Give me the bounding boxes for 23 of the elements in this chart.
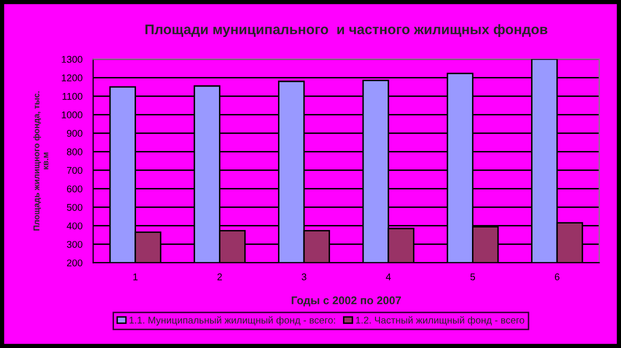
x-axis-title: Годы с 2002 по 2007	[292, 296, 401, 306]
x-tick-label: 3	[302, 273, 306, 280]
y-tick-label: 1100	[62, 92, 82, 100]
y-tick-label: 600	[67, 185, 82, 192]
y-tick-label: 800	[66, 148, 82, 156]
x-tick-label: 5	[470, 274, 476, 280]
y-axis-title: Площадь жилищного фонда, тыс. кв.м	[33, 91, 48, 230]
y-tick-label: 1200	[62, 74, 82, 82]
y-tick-label: 900	[66, 130, 82, 137]
y-tick-label: 400	[66, 222, 82, 230]
y-tick-label: 700	[67, 166, 82, 174]
y-tick-label: 1000	[62, 111, 82, 118]
x-tick-label: 4	[386, 274, 391, 280]
y-tick-label: 200	[67, 259, 82, 266]
y-tick-label: 300	[66, 240, 82, 248]
y-tick-label: 1300	[62, 56, 82, 63]
legend-label: 1.2. Частный жилищный фонд - всего	[356, 316, 524, 326]
chart-title: Площади муниципального и частного жилищных фондов	[145, 24, 548, 38]
y-tick-label: 500	[66, 204, 82, 211]
x-tick-label: 6	[554, 273, 560, 280]
x-tick-label: 2	[217, 273, 222, 280]
x-tick-label: 1	[133, 274, 138, 280]
legend-label: 1.1. Муниципальный жилищный фонд - всего:	[130, 316, 336, 326]
